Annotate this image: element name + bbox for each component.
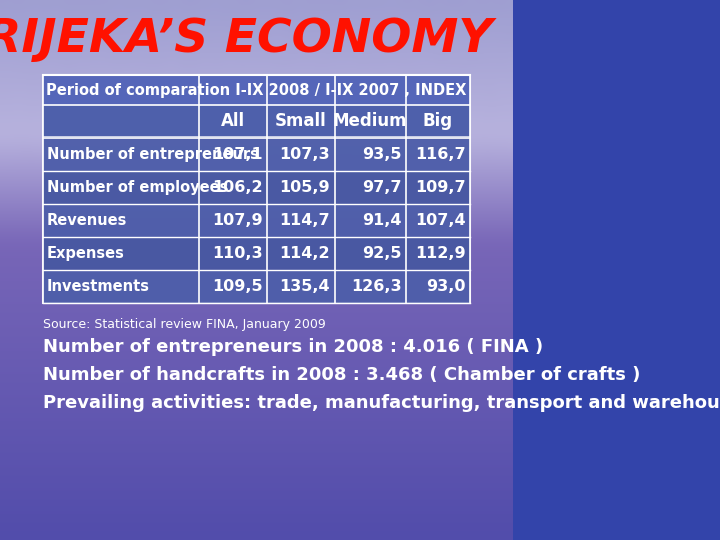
Text: 93,5: 93,5 xyxy=(362,147,402,162)
Text: 114,7: 114,7 xyxy=(279,213,330,228)
Text: All: All xyxy=(221,112,246,131)
Text: Small: Small xyxy=(275,112,327,131)
Text: Investments: Investments xyxy=(47,279,150,294)
Text: 97,7: 97,7 xyxy=(362,180,402,195)
Text: Period of comparation I-IX 2008 / I-IX 2007 , INDEX: Period of comparation I-IX 2008 / I-IX 2… xyxy=(46,83,467,98)
Text: 93,0: 93,0 xyxy=(426,279,466,294)
Text: 91,4: 91,4 xyxy=(362,213,402,228)
Text: 109,5: 109,5 xyxy=(212,279,263,294)
Text: 112,9: 112,9 xyxy=(415,246,466,261)
Text: Number of handcrafts in 2008 : 3.468 ( Chamber of crafts ): Number of handcrafts in 2008 : 3.468 ( C… xyxy=(42,366,640,384)
Bar xyxy=(42,270,469,303)
Text: Revenues: Revenues xyxy=(47,213,127,228)
Text: 107,3: 107,3 xyxy=(279,147,330,162)
Text: Number of entrepreneurs: Number of entrepreneurs xyxy=(47,147,259,162)
Text: Big: Big xyxy=(423,112,453,131)
Text: 110,3: 110,3 xyxy=(212,246,263,261)
Text: Prevailing activities: trade, manufacturing, transport and warehousing: Prevailing activities: trade, manufactur… xyxy=(42,394,720,412)
Bar xyxy=(42,237,469,270)
Text: 105,9: 105,9 xyxy=(279,180,330,195)
Bar xyxy=(42,75,469,303)
Text: Source: Statistical review FINA, January 2009: Source: Statistical review FINA, January… xyxy=(42,318,325,331)
Text: 92,5: 92,5 xyxy=(362,246,402,261)
Text: 107,4: 107,4 xyxy=(415,213,466,228)
Text: RIJEKA’S ECONOMY: RIJEKA’S ECONOMY xyxy=(0,17,492,63)
Text: 135,4: 135,4 xyxy=(279,279,330,294)
Text: Number of entrepreneurs in 2008 : 4.016 ( FINA ): Number of entrepreneurs in 2008 : 4.016 … xyxy=(42,338,543,356)
Bar xyxy=(42,105,469,138)
Text: 107,1: 107,1 xyxy=(212,147,263,162)
Text: Medium: Medium xyxy=(333,112,408,131)
Bar xyxy=(42,75,469,105)
Text: 116,7: 116,7 xyxy=(415,147,466,162)
Text: 126,3: 126,3 xyxy=(351,279,402,294)
Bar xyxy=(42,204,469,237)
Text: 109,7: 109,7 xyxy=(415,180,466,195)
Bar xyxy=(42,138,469,171)
Text: 106,2: 106,2 xyxy=(212,180,263,195)
Text: 114,2: 114,2 xyxy=(279,246,330,261)
Bar xyxy=(42,171,469,204)
Text: Number of employees: Number of employees xyxy=(47,180,228,195)
Text: 107,9: 107,9 xyxy=(212,213,263,228)
Text: Expenses: Expenses xyxy=(47,246,125,261)
